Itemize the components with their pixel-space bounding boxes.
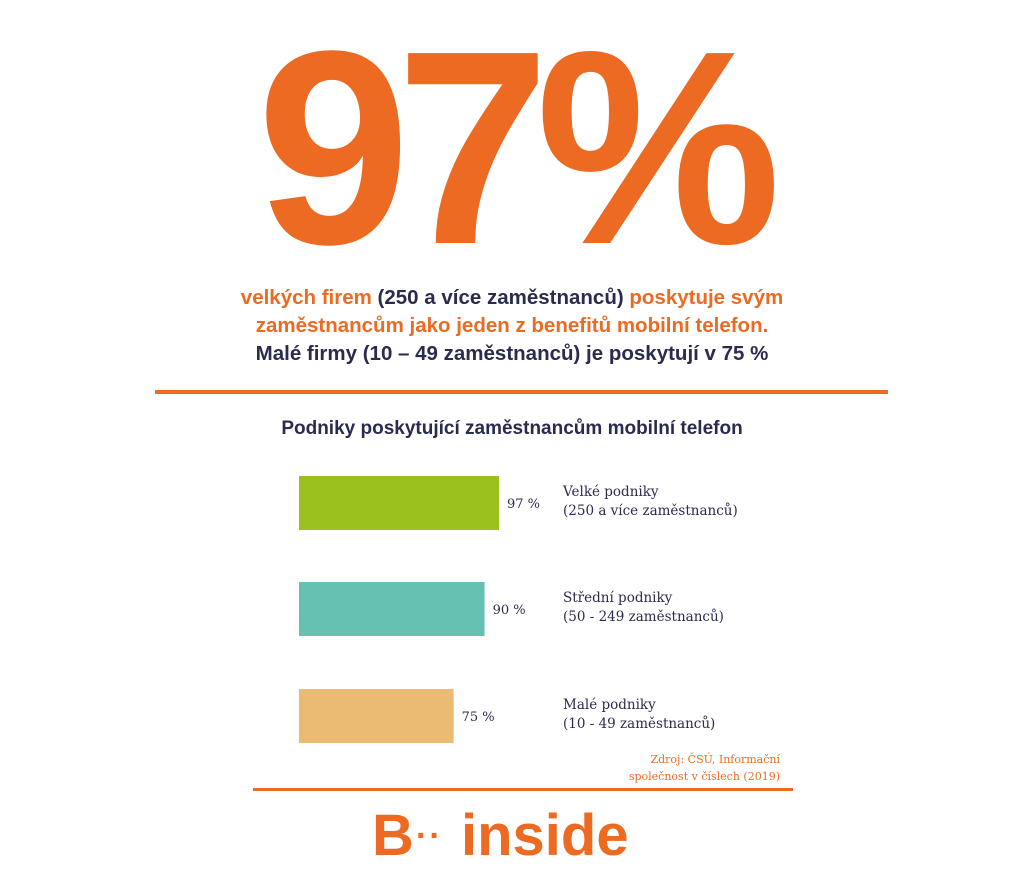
category-label-velk-podniky: Velké podniky <box>562 484 659 500</box>
category-sublabel-mal-podniky: (10 - 49 zaměstnanců) <box>563 716 715 732</box>
source-line-2: společnost v číslech (2019) <box>628 770 780 783</box>
bar-st-edn-podniky <box>299 582 485 636</box>
logo-letter: B <box>372 804 414 864</box>
headline: velkých firem (250 a více zaměstnanců) p… <box>0 284 1024 368</box>
value-label-velk-podniky: 97 % <box>507 497 540 512</box>
logo-graphic: B ·· inside <box>372 803 629 868</box>
value-label-st-edn-podniky: 90 % <box>493 603 526 618</box>
headline-line-1: velkých firem (250 a více zaměstnanců) p… <box>0 284 1024 312</box>
logo-word: inside <box>461 804 629 864</box>
headline-part-1: velkých firem <box>240 286 378 309</box>
category-sublabel-st-edn-podniky: (50 - 249 zaměstnanců) <box>563 609 724 625</box>
category-label-st-edn-podniky: Střední podniky <box>563 590 673 606</box>
logo-dots: ·· <box>416 817 443 855</box>
chart-title: Podniky poskytující zaměstnancům mobilní… <box>281 418 743 439</box>
bar-mal-podniky <box>299 689 454 743</box>
source-line-1: Zdroj: ČSÚ, Informační <box>650 753 780 766</box>
hero-percentage: 97% <box>256 0 781 302</box>
headline-line-2: zaměstnancům jako jeden z benefitů mobil… <box>255 314 769 337</box>
bar-chart: 97 % Velké podniky (250 a více zaměstnanců… <box>299 476 738 743</box>
bar-velk-podniky <box>299 476 499 530</box>
headline-part-2: (250 a více zaměstnanců) <box>377 286 630 309</box>
headline-part-3: poskytuje svým <box>629 286 784 309</box>
value-label-mal-podniky: 75 % <box>462 710 495 725</box>
source-note: Zdroj: ČSÚ, Informační společnost v čísl… <box>629 751 780 785</box>
category-label-mal-podniky: Malé podniky <box>563 697 656 713</box>
brand-logo: B ·· inside <box>0 803 1024 869</box>
category-sublabel-velk-podniky: (250 a více zaměstnanců) <box>563 503 738 519</box>
bottom-divider <box>253 788 793 791</box>
headline-line-3: Malé firmy (10 – 49 zaměstnanců) je posk… <box>255 342 769 365</box>
top-divider <box>155 390 888 394</box>
